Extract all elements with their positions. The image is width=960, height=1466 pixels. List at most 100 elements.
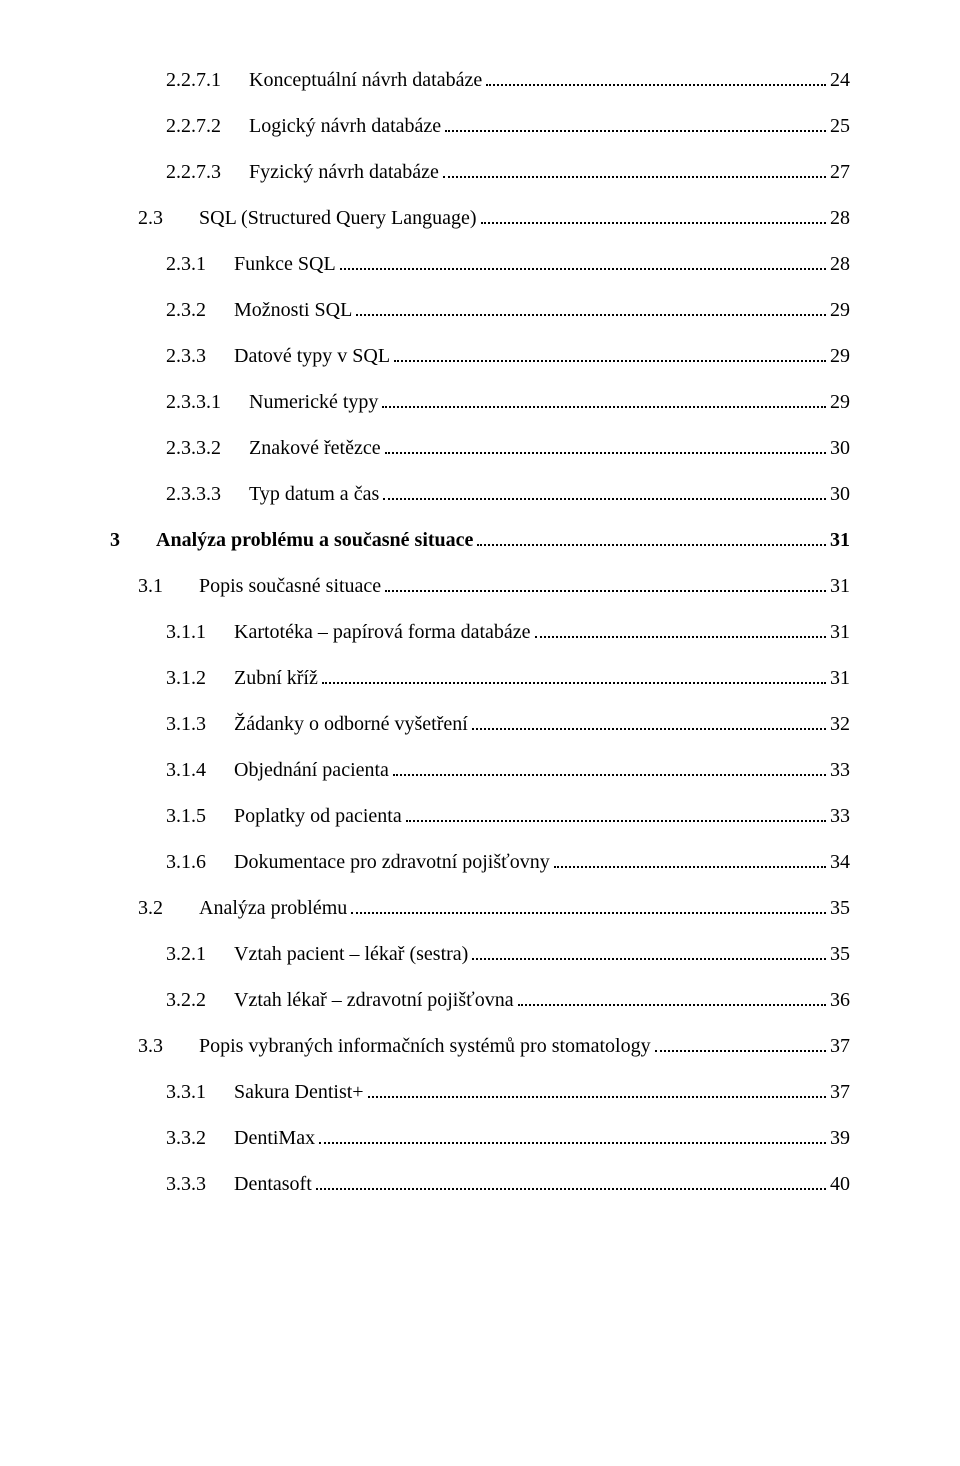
toc-leader-dots [316,1174,826,1190]
toc-entry-number: 2.2.7.1 [166,70,221,90]
toc-entry-page: 28 [830,208,850,228]
toc-entry: 3.1.3Žádanky o odborné vyšetření32 [110,714,850,734]
toc-entry: 2.3.3.3 Typ datum a čas 30 [110,484,850,504]
toc-entry: 2.3.3Datové typy v SQL29 [110,346,850,366]
toc-entry-title: DentiMax [234,1128,315,1148]
toc-entry: 3.1.6 Dokumentace pro zdravotní pojišťovn… [110,852,850,872]
toc-entry: 3.3 Popis vybraných informačních systémů … [110,1036,850,1056]
toc-leader-dots [477,530,826,546]
toc-entry-page: 29 [830,346,850,366]
toc-entry-page: 31 [830,668,850,688]
toc-entry-page: 33 [830,760,850,780]
toc-entry-number: 3.1.3 [166,714,206,734]
toc-entry-title: SQL (Structured Query Language) [199,208,477,228]
toc-entry-title: Numerické typy [249,392,378,412]
toc-entry-title: Konceptuální návrh databáze [249,70,482,90]
toc-entry-page: 37 [830,1082,850,1102]
toc-leader-dots [368,1082,826,1098]
toc-entry: 3.1.5Poplatky od pacienta33 [110,806,850,826]
toc-entry-number: 3.3 [138,1036,163,1056]
toc-entry-title: Analýza problému a současné situace [156,530,473,550]
toc-entry-number: 2.3.2 [166,300,206,320]
toc-entry: 2.3.3.2Znakové řetězce30 [110,438,850,458]
toc-entry-page: 29 [830,392,850,412]
toc-entry: 2.2.7.2 Logický návrh databáze 25 [110,116,850,136]
toc-entry: 3.1.1 Kartotéka – papírová forma databáze… [110,622,850,642]
toc-leader-dots [382,392,826,408]
toc-entry-page: 27 [830,162,850,182]
toc-entry-number: 2.3.3.3 [166,484,221,504]
toc-entry-title: Kartotéka – papírová forma databáze [234,622,531,642]
toc-entry-title: Popis vybraných informačních systémů pro… [199,1036,651,1056]
toc-entry-number: 3.1.1 [166,622,206,642]
toc-entry-page: 31 [830,576,850,596]
toc-leader-dots [319,1128,826,1144]
toc-entry-page: 37 [830,1036,850,1056]
toc-entry: 3.2 Analýza problému 35 [110,898,850,918]
toc-entry-title: Poplatky od pacienta [234,806,402,826]
toc-leader-dots [655,1036,826,1052]
toc-entry-number: 2.3.3 [166,346,206,366]
toc-entry-title: Popis současné situace [199,576,381,596]
toc-entry-page: 34 [830,852,850,872]
toc-entry: 2.3SQL (Structured Query Language)28 [110,208,850,228]
toc-entry-title: Vztah pacient – lékař (sestra) [234,944,468,964]
toc-entry-page: 39 [830,1128,850,1148]
toc-entry-number: 2.2.7.2 [166,116,221,136]
toc-entry-title: Logický návrh databáze [249,116,441,136]
toc-entry: 2.2.7.1 Konceptuální návrh databáze 24 [110,70,850,90]
toc-entry-title: Zubní kříž [234,668,318,688]
toc-entry-title: Analýza problému [199,898,347,918]
toc-entry-title: Dentasoft [234,1174,312,1194]
toc-entry-title: Žádanky o odborné vyšetření [234,714,468,734]
toc-entry-title: Vztah lékař – zdravotní pojišťovna [234,990,514,1010]
toc-entry-page: 30 [830,484,850,504]
toc-leader-dots [535,622,826,638]
toc-entry: 2.3.3.1 Numerické typy 29 [110,392,850,412]
toc-entry-number: 2.3.1 [166,254,206,274]
toc-entry: 3 Analýza problému a současné situace 31 [110,530,850,550]
toc-leader-dots [340,254,826,270]
toc-entry: 3.1.2 Zubní kříž 31 [110,668,850,688]
toc-entry: 3.3.1Sakura Dentist+37 [110,1082,850,1102]
toc-leader-dots [481,208,827,224]
toc-entry-page: 31 [830,530,850,550]
toc-entry-number: 3.1.6 [166,852,206,872]
toc-entry-number: 3 [110,530,120,550]
toc-entry-number: 3.1.2 [166,668,206,688]
toc-entry-number: 3.1.4 [166,760,206,780]
toc-entry: 3.3.3Dentasoft40 [110,1174,850,1194]
toc-entry-title: Možnosti SQL [234,300,352,320]
toc-leader-dots [518,990,826,1006]
toc-entry-page: 28 [830,254,850,274]
toc-entry-number: 2.3.3.1 [166,392,221,412]
toc-entry: 2.3.2 Možnosti SQL 29 [110,300,850,320]
toc-entry-title: Fyzický návrh databáze [249,162,439,182]
toc-leader-dots [443,162,826,178]
toc-entry-title: Dokumentace pro zdravotní pojišťovny [234,852,550,872]
toc-entry-title: Funkce SQL [234,254,336,274]
toc-entry-number: 3.1 [138,576,163,596]
toc-entry-number: 2.2.7.3 [166,162,221,182]
toc-entry-number: 3.2 [138,898,163,918]
toc-entry-page: 31 [830,622,850,642]
toc-entry: 3.1 Popis současné situace 31 [110,576,850,596]
toc-entry-page: 36 [830,990,850,1010]
toc-entry-title: Typ datum a čas [249,484,379,504]
toc-entry-number: 3.2.2 [166,990,206,1010]
toc-entry-page: 24 [830,70,850,90]
toc-entry-page: 40 [830,1174,850,1194]
toc-entry-page: 29 [830,300,850,320]
toc-entry: 2.2.7.3 Fyzický návrh databáze 27 [110,162,850,182]
toc-entry-title: Sakura Dentist+ [234,1082,364,1102]
toc-entry: 3.2.2 Vztah lékař – zdravotní pojišťovna 3… [110,990,850,1010]
toc-leader-dots [393,760,826,776]
toc-leader-dots [385,438,826,454]
toc-entry-page: 25 [830,116,850,136]
toc-entry: 3.2.1Vztah pacient – lékař (sestra)35 [110,944,850,964]
toc-entry-number: 3.3.2 [166,1128,206,1148]
toc-entry-page: 35 [830,898,850,918]
toc-page: 2.2.7.1Konceptuální návrh databáze242.2.… [0,0,960,1466]
toc-leader-dots [322,668,826,684]
toc-leader-dots [406,806,826,822]
